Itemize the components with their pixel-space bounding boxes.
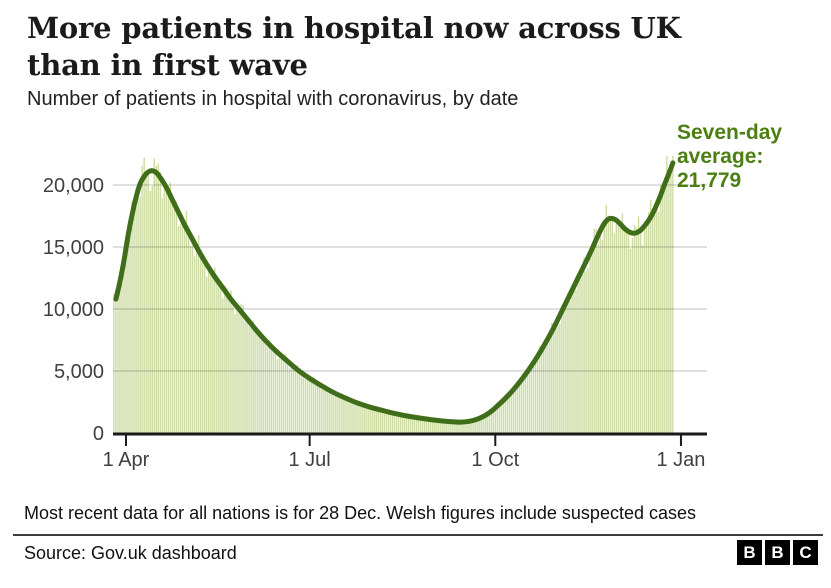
seven-day-average-line bbox=[113, 160, 676, 425]
daily-bars bbox=[113, 155, 674, 434]
x-axis-labels: 1 Apr 1 Jul 1 Oct 1 Jan bbox=[103, 449, 706, 471]
footer-divider bbox=[13, 534, 823, 536]
chart-subtitle: Number of patients in hospital with coro… bbox=[27, 88, 519, 110]
x-tick-label: 1 Jul bbox=[289, 449, 331, 471]
bbc-logo: B B C bbox=[737, 540, 818, 565]
y-tick-label: 10,000 bbox=[43, 299, 104, 321]
y-tick-label: 5,000 bbox=[54, 361, 104, 383]
annotation-line-2: average: bbox=[677, 145, 764, 168]
source-credit: Source: Gov.uk dashboard bbox=[24, 543, 237, 563]
y-gridlines bbox=[113, 184, 707, 372]
annotation-value: 21,779 bbox=[677, 169, 742, 192]
title-line-2: than in first wave bbox=[27, 48, 308, 82]
x-axis-ticks bbox=[125, 435, 682, 446]
page-title: More patients in hospital now across UK … bbox=[27, 10, 757, 84]
y-tick-label: 15,000 bbox=[43, 237, 104, 259]
y-tick-label: 20,000 bbox=[43, 175, 104, 197]
chart-footnote: Most recent data for all nations is for … bbox=[24, 503, 697, 523]
x-tick-label: 1 Oct bbox=[471, 449, 519, 471]
title-line-1: More patients in hospital now across UK bbox=[27, 11, 681, 45]
x-tick-label: 1 Apr bbox=[103, 449, 150, 471]
y-axis-labels: 0 5,000 10,000 15,000 20,000 bbox=[43, 175, 104, 445]
annotation-line-1: Seven-day bbox=[677, 121, 783, 144]
bbc-logo-block-c: C bbox=[793, 540, 818, 565]
bbc-logo-block-b1: B bbox=[737, 540, 762, 565]
y-tick-label: 0 bbox=[93, 423, 104, 445]
seven-day-average-annotation: Seven-day average: 21,779 bbox=[677, 121, 782, 193]
bbc-logo-block-b2: B bbox=[765, 540, 790, 565]
x-tick-label: 1 Jan bbox=[656, 449, 705, 471]
